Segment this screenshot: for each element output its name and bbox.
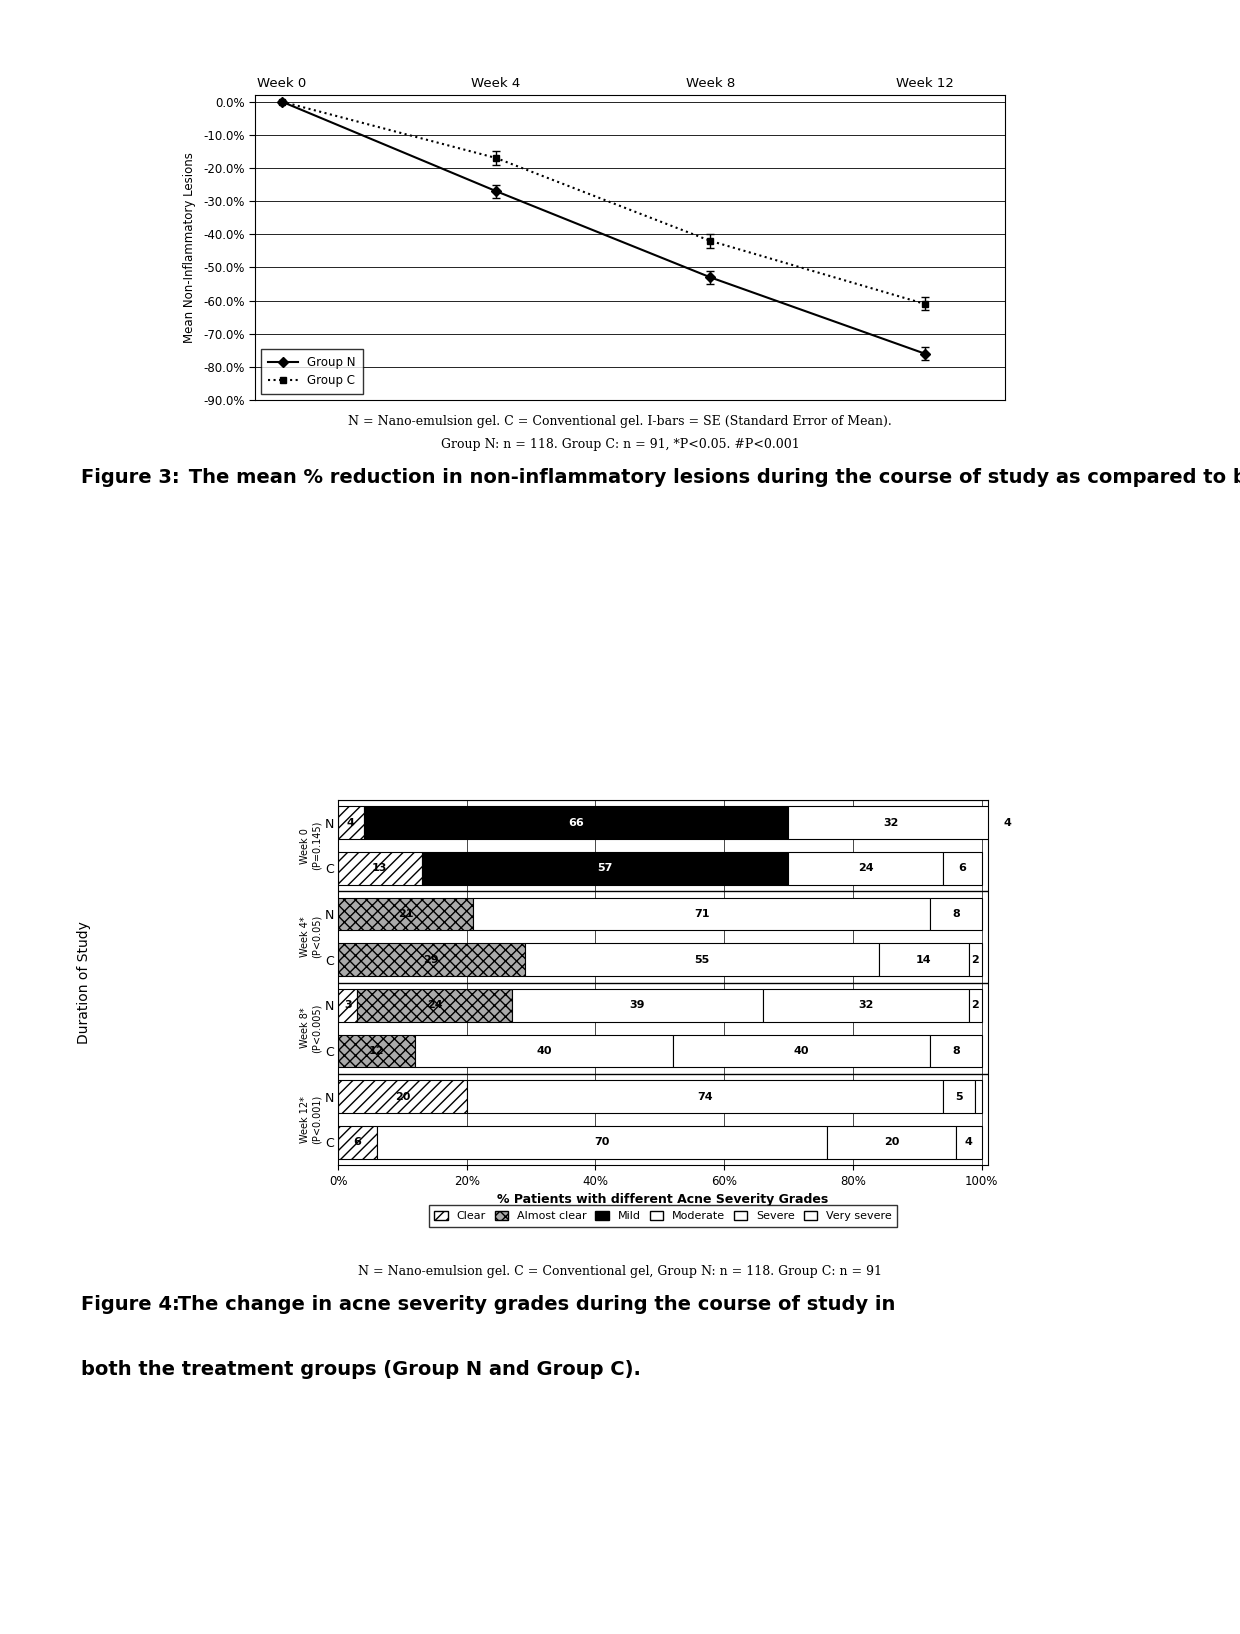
Text: Week 4*
(P<0.05): Week 4* (P<0.05) bbox=[300, 915, 322, 959]
Bar bbox=[827, 1126, 956, 1159]
Text: 74: 74 bbox=[697, 1092, 713, 1101]
Text: 4: 4 bbox=[965, 1137, 972, 1147]
Text: 20: 20 bbox=[394, 1092, 410, 1101]
Text: 6: 6 bbox=[959, 863, 966, 874]
Text: 40: 40 bbox=[536, 1046, 552, 1056]
Text: Week 12: Week 12 bbox=[895, 77, 954, 90]
Text: 8: 8 bbox=[952, 1046, 960, 1056]
Bar bbox=[930, 1034, 982, 1067]
Text: 13: 13 bbox=[372, 863, 388, 874]
Text: 55: 55 bbox=[694, 954, 709, 964]
Text: The change in acne severity grades during the course of study in: The change in acne severity grades durin… bbox=[171, 1296, 895, 1314]
Bar bbox=[672, 1034, 930, 1067]
Bar bbox=[512, 989, 763, 1021]
Bar bbox=[474, 897, 930, 930]
Text: 12: 12 bbox=[368, 1046, 384, 1056]
Text: Week 12*
(P<0.001): Week 12* (P<0.001) bbox=[300, 1095, 322, 1144]
Text: Week 8: Week 8 bbox=[686, 77, 735, 90]
Text: 71: 71 bbox=[694, 909, 709, 918]
Y-axis label: Mean Non-Inflammatory Lesions: Mean Non-Inflammatory Lesions bbox=[184, 152, 196, 343]
Bar bbox=[994, 807, 1021, 840]
Bar bbox=[956, 1126, 982, 1159]
Bar bbox=[339, 1126, 377, 1159]
Text: Figure 4:: Figure 4: bbox=[81, 1296, 180, 1314]
Text: N = Nano-emulsion gel. C = Conventional gel, Group N: n = 118. Group C: n = 91: N = Nano-emulsion gel. C = Conventional … bbox=[358, 1265, 882, 1278]
Bar bbox=[968, 989, 982, 1021]
Bar bbox=[339, 897, 474, 930]
Bar bbox=[339, 807, 363, 840]
Text: 21: 21 bbox=[398, 909, 413, 918]
Text: N = Nano-emulsion gel. C = Conventional gel. I-bars = SE (Standard Error of Mean: N = Nano-emulsion gel. C = Conventional … bbox=[348, 415, 892, 428]
Text: 66: 66 bbox=[568, 817, 584, 828]
Text: Week 4: Week 4 bbox=[471, 77, 521, 90]
Bar bbox=[789, 807, 994, 840]
Bar bbox=[422, 851, 789, 886]
Bar bbox=[930, 897, 982, 930]
Bar bbox=[415, 1034, 672, 1067]
Bar bbox=[339, 989, 357, 1021]
Text: 29: 29 bbox=[424, 954, 439, 964]
Text: 5: 5 bbox=[955, 1092, 962, 1101]
Bar bbox=[763, 989, 968, 1021]
Text: 8: 8 bbox=[952, 909, 960, 918]
Bar bbox=[357, 989, 512, 1021]
Bar bbox=[968, 943, 982, 975]
Text: 24: 24 bbox=[427, 1000, 443, 1010]
Text: 24: 24 bbox=[858, 863, 873, 874]
Text: 2: 2 bbox=[971, 1000, 980, 1010]
Bar bbox=[975, 1080, 982, 1113]
Text: 32: 32 bbox=[884, 817, 899, 828]
Text: Week 0: Week 0 bbox=[257, 77, 306, 90]
Text: 14: 14 bbox=[916, 954, 931, 964]
Text: 70: 70 bbox=[594, 1137, 610, 1147]
Bar bbox=[339, 1034, 415, 1067]
Text: 6: 6 bbox=[353, 1137, 361, 1147]
Bar bbox=[942, 1080, 975, 1113]
Bar bbox=[363, 807, 789, 840]
Text: 4: 4 bbox=[347, 817, 355, 828]
Text: Figure 3:: Figure 3: bbox=[81, 467, 180, 487]
Bar bbox=[942, 851, 982, 886]
Bar bbox=[466, 1080, 942, 1113]
Text: 20: 20 bbox=[884, 1137, 899, 1147]
Text: The mean % reduction in non-inflammatory lesions during the course of study as c: The mean % reduction in non-inflammatory… bbox=[182, 467, 1240, 487]
Bar bbox=[377, 1126, 827, 1159]
Text: 4: 4 bbox=[1003, 817, 1012, 828]
Text: 57: 57 bbox=[598, 863, 613, 874]
Text: 40: 40 bbox=[794, 1046, 810, 1056]
Bar bbox=[789, 851, 942, 886]
Text: 39: 39 bbox=[630, 1000, 645, 1010]
Text: Week 8*
(P<0.005): Week 8* (P<0.005) bbox=[300, 1003, 322, 1052]
Text: 3: 3 bbox=[343, 1000, 351, 1010]
Legend: Group N, Group C: Group N, Group C bbox=[260, 350, 362, 394]
Bar bbox=[525, 943, 879, 975]
Legend: Clear, Almost clear, Mild, Moderate, Severe, Very severe: Clear, Almost clear, Mild, Moderate, Sev… bbox=[429, 1206, 898, 1227]
Bar bbox=[339, 1080, 466, 1113]
X-axis label: % Patients with different Acne Severity Grades: % Patients with different Acne Severity … bbox=[497, 1193, 828, 1206]
Bar bbox=[339, 851, 422, 886]
Text: 2: 2 bbox=[971, 954, 980, 964]
Text: Group N: n = 118. Group C: n = 91, *P<0.05. #P<0.001: Group N: n = 118. Group C: n = 91, *P<0.… bbox=[440, 438, 800, 451]
Bar bbox=[339, 943, 525, 975]
Text: Week 0
(P=0.145): Week 0 (P=0.145) bbox=[300, 820, 322, 871]
Text: 32: 32 bbox=[858, 1000, 873, 1010]
Bar bbox=[879, 943, 968, 975]
Text: Duration of Study: Duration of Study bbox=[77, 922, 92, 1044]
Text: both the treatment groups (Group N and Group C).: both the treatment groups (Group N and G… bbox=[81, 1361, 641, 1379]
